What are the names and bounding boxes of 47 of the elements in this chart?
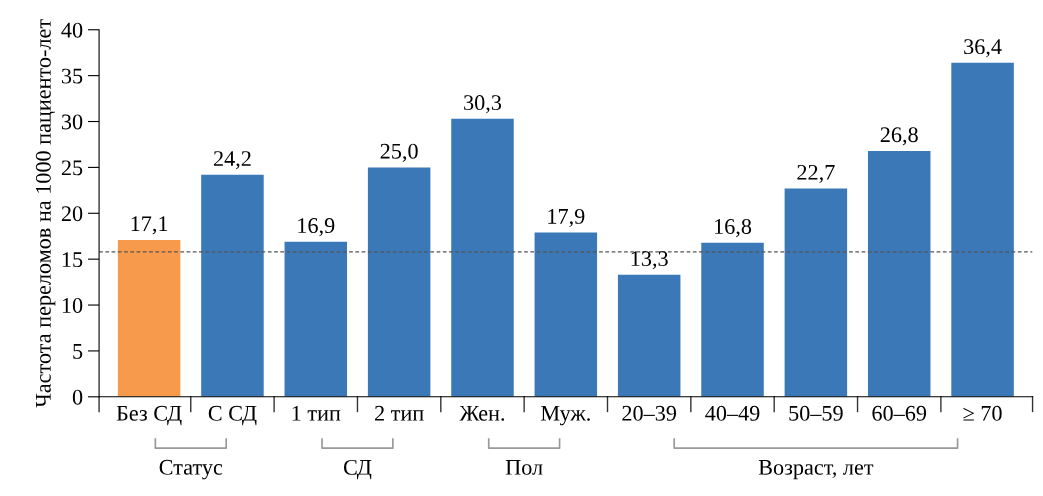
bar bbox=[867, 150, 931, 397]
data-label: 36,4 bbox=[964, 39, 1002, 58]
data-label: 17,9 bbox=[548, 208, 585, 228]
x-tick-label: 2 тип bbox=[375, 405, 424, 421]
bar bbox=[951, 62, 1014, 397]
x-tick-label: ≥ 70 bbox=[963, 405, 1002, 421]
x-tick-label: 40–49 bbox=[705, 405, 760, 421]
bar bbox=[367, 167, 431, 397]
text: Статус bbox=[159, 459, 223, 480]
bar bbox=[701, 242, 764, 397]
bar bbox=[784, 188, 848, 397]
data-label: 17,1 bbox=[131, 216, 168, 235]
bar bbox=[451, 118, 514, 397]
y-axis-title: Частота переломов на 1000 пациенто-лет bbox=[35, 19, 56, 408]
x-tick-label: С СД bbox=[208, 405, 257, 426]
x-tick-label: 50–59 bbox=[789, 405, 843, 421]
x-tick-label: Без СД bbox=[116, 405, 182, 426]
y-tick-label: 0 bbox=[72, 389, 83, 405]
y-tick-label: 20 bbox=[61, 206, 83, 222]
y-tick-label: 40 bbox=[61, 22, 83, 38]
x-tick-label: 60–69 bbox=[872, 405, 927, 421]
data-label: 22,7 bbox=[797, 164, 835, 184]
y-tick-label: 30 bbox=[61, 114, 83, 130]
data-label: 16,9 bbox=[298, 218, 335, 237]
y-tick-label: 10 bbox=[62, 297, 83, 313]
text: Пол bbox=[505, 460, 543, 475]
y-tick-label: 15 bbox=[62, 252, 83, 268]
x-tick-label: 1 тип bbox=[292, 405, 341, 421]
bar bbox=[201, 174, 264, 397]
text: СД bbox=[343, 459, 372, 480]
y-tick-label: 35 bbox=[61, 68, 83, 84]
text: Возраст, лет bbox=[758, 460, 874, 480]
data-label: 16,8 bbox=[715, 218, 752, 238]
x-tick-label: Жен. bbox=[459, 406, 505, 421]
data-label: 13,3 bbox=[631, 251, 668, 270]
bar bbox=[534, 232, 598, 397]
x-tick-label: Муж. bbox=[541, 405, 590, 426]
bar bbox=[117, 239, 181, 397]
y-tick-label: 5 bbox=[73, 344, 83, 359]
data-label: 26,8 bbox=[880, 127, 918, 146]
data-label: 25,0 bbox=[380, 143, 418, 162]
data-label: 24,2 bbox=[213, 151, 251, 170]
x-tick-label: 20–39 bbox=[622, 405, 677, 421]
bar bbox=[284, 241, 348, 397]
y-tick-label: 25 bbox=[61, 160, 83, 176]
bar bbox=[617, 274, 681, 397]
data-label: 30,3 bbox=[464, 95, 502, 114]
